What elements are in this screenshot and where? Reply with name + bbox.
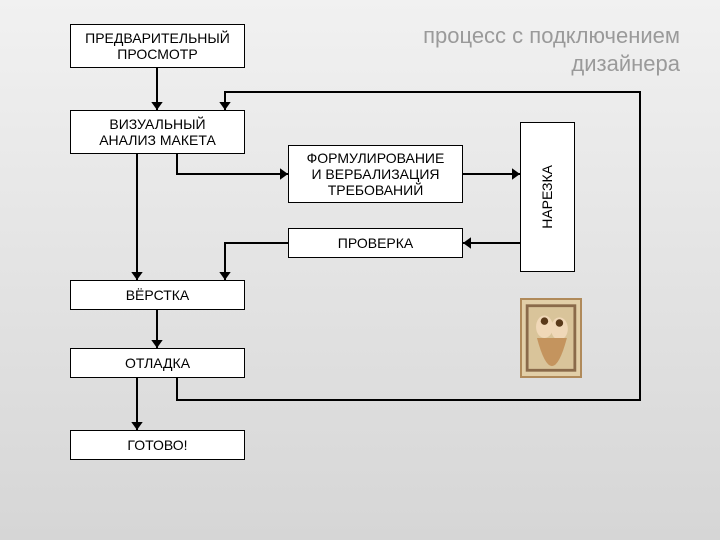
edge-analysis_to_formulate <box>177 154 288 174</box>
arrowhead-debug_bottom_left <box>131 422 142 430</box>
arrowhead-check_to_layout <box>219 272 230 280</box>
title-line-2: дизайнера <box>571 51 680 76</box>
diagram-canvas: процесс с подключением дизайнера ПРЕДВАР… <box>0 0 720 540</box>
diagram-title: процесс с подключением дизайнера <box>370 22 680 77</box>
node-preview: ПРЕДВАРИТЕЛЬНЫЙПРОСМОТР <box>70 24 245 68</box>
arrowhead-analysis_bottom <box>131 272 142 280</box>
arrowhead-layout_bottom <box>151 340 162 348</box>
node-debug: ОТЛАДКА <box>70 348 245 378</box>
node-preview-label: ПРЕДВАРИТЕЛЬНЫЙПРОСМОТР <box>85 30 230 62</box>
decorative-painting-image <box>520 298 582 378</box>
painting-icon <box>522 298 580 378</box>
node-analysis: ВИЗУАЛЬНЫЙАНАЛИЗ МАКЕТА <box>70 110 245 154</box>
node-cutting-label: НАРЕЗКА <box>539 165 555 229</box>
arrowhead-debug_to_analysis_loop <box>219 102 230 110</box>
arrowhead-formulate_to_cutting <box>512 168 520 179</box>
node-formulate: ФОРМУЛИРОВАНИЕИ ВЕРБАЛИЗАЦИЯТРЕБОВАНИЙ <box>288 145 463 203</box>
node-debug-label: ОТЛАДКА <box>125 355 190 371</box>
title-line-1: процесс с подключением <box>423 23 680 48</box>
arrowhead-cutting_to_check <box>463 237 471 248</box>
edge-check_to_layout <box>225 243 288 280</box>
node-done: ГОТОВО! <box>70 430 245 460</box>
node-analysis-label: ВИЗУАЛЬНЫЙАНАЛИЗ МАКЕТА <box>99 116 216 148</box>
node-layout: ВЁРСТКА <box>70 280 245 310</box>
node-cutting: НАРЕЗКА <box>520 122 575 272</box>
node-check-label: ПРОВЕРКА <box>338 235 414 251</box>
node-done-label: ГОТОВО! <box>127 437 187 453</box>
arrowhead-preview_bottom <box>151 102 162 110</box>
node-check: ПРОВЕРКА <box>288 228 463 258</box>
node-layout-label: ВЁРСТКА <box>126 287 190 303</box>
arrowhead-analysis_to_formulate <box>280 168 288 179</box>
node-formulate-label: ФОРМУЛИРОВАНИЕИ ВЕРБАЛИЗАЦИЯТРЕБОВАНИЙ <box>307 150 445 198</box>
